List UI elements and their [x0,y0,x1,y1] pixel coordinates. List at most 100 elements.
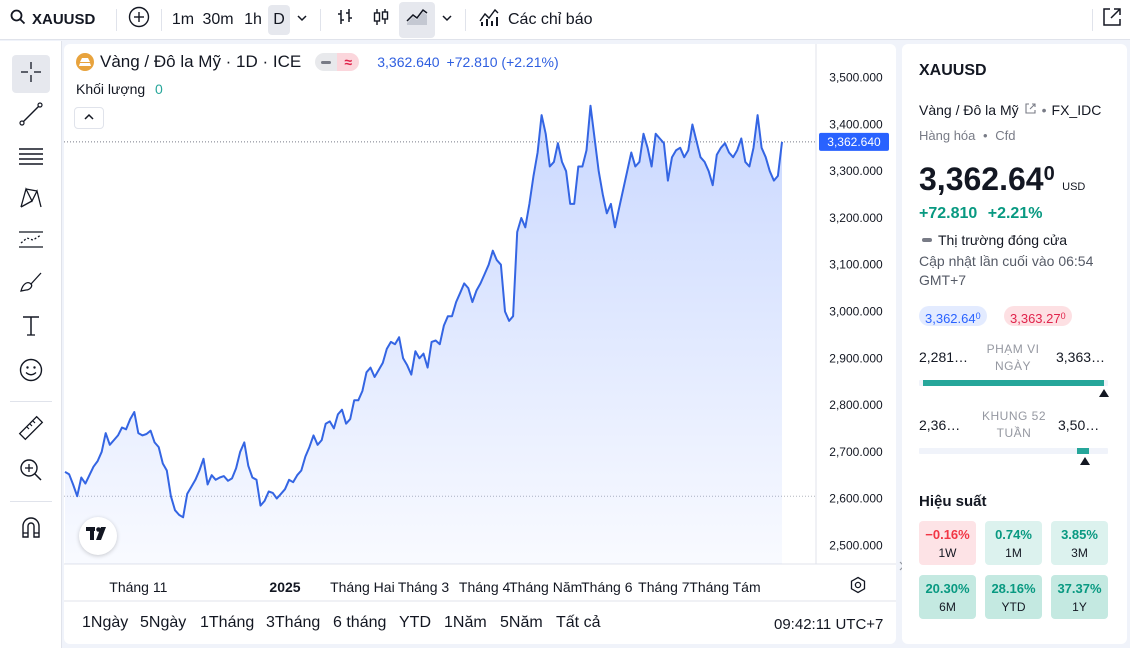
performance-cell[interactable]: 3.85% 3M [1051,521,1108,565]
volume-value: 0 [155,81,163,97]
pattern-icon [18,185,44,216]
status-toggle[interactable]: ≈ [315,53,360,71]
week-range-bar [919,448,1108,454]
time-tick-label: Tháng Năm [509,579,583,595]
range-button[interactable]: 1Ngày [82,614,129,631]
text-icon [20,314,42,343]
crosshair-icon [19,60,43,89]
forecast-tool[interactable] [12,223,50,261]
dot-separator: • [983,128,988,143]
bid-main: 3,362.64 [925,311,976,326]
symbol-name[interactable]: Vàng / Đô la Mỹ [919,102,1019,118]
legend-price: 3,362.640 [377,54,440,70]
chart-type-dropdown[interactable] [435,5,459,35]
price-chart[interactable]: 3,500.000 3,400.000 3,300.000 3,200.000 3,10… [64,44,896,644]
indicators-button[interactable]: Các chỉ báo [472,5,599,35]
price-axis[interactable]: 3,500.000 3,400.000 3,300.000 3,200.000 3,10… [829,71,883,553]
symbol-source[interactable]: FX_IDC [1051,102,1102,118]
divider [10,401,52,402]
approx-badge: ≈ [337,53,360,71]
range-button[interactable]: 3Tháng [266,614,321,631]
ask-small: 0 [1060,311,1066,321]
performance-cell[interactable]: 20.30% 6M [919,575,976,619]
range-button[interactable]: 1Tháng [200,614,255,631]
symbol-description: Vàng / Đô la Mỹ • FX_IDC [919,102,1101,118]
last-price-label-text: 3,362.640 [827,135,881,149]
performance-period: YTD [1001,600,1026,614]
emoji-tool[interactable] [12,353,50,391]
interval-d[interactable]: D [268,4,290,35]
trend-line-tool[interactable] [12,97,50,135]
price-tick-label: 2,600.000 [829,492,883,506]
range-button[interactable]: YTD [399,614,431,631]
interval-dropdown[interactable] [290,5,314,35]
price-tick-label: 2,700.000 [829,445,883,459]
measure-tool[interactable] [12,411,50,449]
bar-chart-type-button[interactable] [327,5,363,35]
day-range-fill [923,380,1105,386]
legend-change: +72.810 (+2.21%) [446,54,559,70]
price-main: 3,362.64 [919,161,1044,197]
zoom-tool[interactable] [12,453,50,491]
range-button[interactable]: 5Năm [500,614,543,631]
range-button[interactable]: Tất cả [556,614,601,631]
area-chart-type-button[interactable] [399,1,435,38]
tradingview-logo[interactable] [79,517,117,555]
time-tick-label: 2025 [269,579,301,595]
interval-1m[interactable]: 1m [171,10,195,28]
symbol-search[interactable]: XAUUSD [10,5,110,35]
price-tick-label: 3,300.000 [829,164,883,178]
time-tick-label: Tháng 11 [109,579,168,595]
price-line [64,104,783,519]
performance-value: 3.85% [1061,527,1098,542]
price-tick-label: 3,500.000 [829,71,883,85]
divider [1092,8,1093,31]
performance-cell[interactable]: 37.37% 1Y [1051,575,1108,619]
pattern-tool[interactable] [12,181,50,219]
week-range-high: 3,50… [1058,417,1100,433]
search-icon [10,9,26,30]
interval-30m[interactable]: 30m [202,10,234,28]
time-tick-label: Tháng 7 [638,579,690,595]
interval-1h[interactable]: 1h [244,10,262,28]
divider [320,8,321,31]
performance-period: 6M [939,600,956,614]
chart-pane[interactable]: 3,500.000 3,400.000 3,300.000 3,200.000 3,10… [64,44,896,644]
price-tick-label: 2,500.000 [829,538,883,552]
clock-readout[interactable]: 09:42:11 UTC+7 [774,616,884,633]
ruler-icon [17,414,45,447]
compare-symbol-button[interactable] [123,5,155,35]
indicators-label: Các chỉ báo [508,10,593,28]
legend-title[interactable]: Vàng / Đô la Mỹ · 1D · ICE [100,52,302,71]
week-range-low: 2,36… [919,417,961,433]
status-left [315,53,338,71]
day-range-low: 2,281… [919,349,969,365]
open-fullscreen-button[interactable] [1098,5,1126,35]
performance-cell[interactable]: −0.16% 1W [919,521,976,565]
performance-title[interactable]: Hiệu suất [919,493,987,510]
market-status-text[interactable]: Thị trường đóng cửa [938,232,1068,248]
range-button[interactable]: 1Năm [444,614,487,631]
last-updated: Cập nhật lần cuối vào 06:54 GMT+7 [919,253,1094,288]
price-small: 0 [1043,163,1055,185]
performance-cell[interactable]: 0.74% 1M [985,521,1042,565]
performance-cell[interactable]: 28.16% YTD [985,575,1042,619]
day-range-marker [1099,389,1110,397]
axis-settings-button[interactable] [848,576,868,597]
magnet-tool[interactable] [12,511,50,549]
volume-label: Khối lượng [76,81,146,97]
candlestick-icon [371,7,391,32]
brush-tool[interactable] [12,265,50,303]
collapse-legend-button[interactable] [74,107,104,129]
panel-symbol[interactable]: XAUUSD [919,62,987,79]
text-tool[interactable] [12,309,50,347]
range-button[interactable]: 6 tháng [333,614,387,631]
range-button[interactable]: 5Ngày [140,614,187,631]
price-big: 3,362.640 USD [919,161,1085,198]
chevron-up-icon [83,109,95,127]
candle-chart-type-button[interactable] [363,5,399,35]
magnet-icon [19,515,43,546]
external-link-icon[interactable] [1024,102,1037,118]
fib-tool[interactable] [12,139,50,177]
crosshair-tool[interactable] [12,55,50,93]
